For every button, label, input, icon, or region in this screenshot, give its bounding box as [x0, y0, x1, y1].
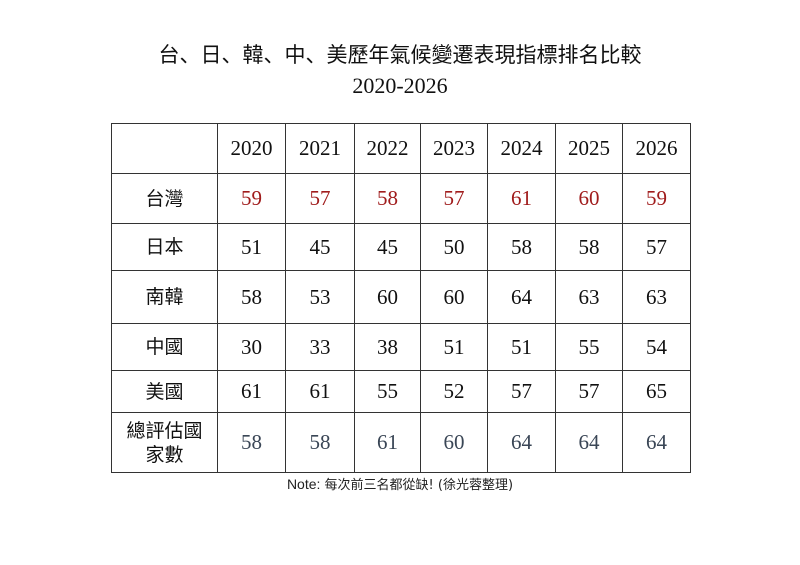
rank-cell: 51: [420, 323, 488, 371]
rank-cell: 60: [354, 270, 421, 324]
count-cell: 60: [420, 412, 488, 473]
rank-cell: 51: [217, 223, 286, 271]
table-row-japan: 日本 51 45 45 50 58 58 57: [111, 223, 691, 271]
rank-cell: 57: [487, 370, 556, 413]
count-cell: 64: [555, 412, 623, 473]
rank-cell: 30: [217, 323, 286, 371]
rank-cell: 64: [487, 270, 556, 324]
row-label: 中國: [111, 323, 218, 371]
ranking-table: 2020 2021 2022 2023 2024 2025 2026 台灣 59…: [111, 123, 691, 473]
row-label: 南韓: [111, 270, 218, 324]
document-subtitle: 2020-2026: [352, 73, 448, 98]
rank-cell: 60: [555, 173, 623, 224]
rank-cell: 61: [285, 370, 355, 413]
footnote: Note: 每次前三名都從缺! (徐光蓉整理): [0, 474, 800, 493]
rank-cell: 51: [487, 323, 556, 371]
table-row-south-korea: 南韓 58 53 60 60 64 63 63: [111, 270, 691, 324]
rank-cell: 61: [487, 173, 556, 224]
rank-cell: 59: [622, 173, 691, 224]
count-cell: 64: [622, 412, 691, 473]
rank-cell: 60: [420, 270, 488, 324]
rank-cell: 57: [555, 370, 623, 413]
rank-cell: 38: [354, 323, 421, 371]
header-row: 2020 2021 2022 2023 2024 2025 2026: [111, 123, 691, 174]
rank-cell: 55: [555, 323, 623, 371]
rank-cell: 61: [217, 370, 286, 413]
rank-cell: 52: [420, 370, 488, 413]
rank-cell: 50: [420, 223, 488, 271]
year-header: 2020: [217, 123, 286, 174]
year-header: 2022: [354, 123, 421, 174]
rank-cell: 58: [217, 270, 286, 324]
row-label-line-2: 家數: [145, 443, 184, 466]
row-label-line-1: 總評估國: [126, 419, 203, 442]
rank-cell: 45: [354, 223, 421, 271]
footnote-prefix: Note:: [286, 476, 321, 492]
rank-cell: 58: [487, 223, 556, 271]
rank-cell: 45: [285, 223, 355, 271]
rank-cell: 33: [285, 323, 355, 371]
year-header: 2023: [420, 123, 488, 174]
year-header: 2021: [285, 123, 355, 174]
count-cell: 58: [285, 412, 355, 473]
rank-cell: 63: [622, 270, 691, 324]
row-label: 美國: [111, 370, 218, 413]
document-title: 台、日、韓、中、美歷年氣候變遷表現指標排名比較: [158, 43, 642, 67]
count-cell: 64: [487, 412, 556, 473]
rank-cell: 63: [555, 270, 623, 324]
rank-cell: 55: [354, 370, 421, 413]
footnote-text: 每次前三名都從缺! (徐光蓉整理): [324, 478, 514, 493]
row-label: 日本: [111, 223, 218, 271]
rank-cell: 59: [217, 173, 286, 224]
count-cell: 58: [217, 412, 286, 473]
rank-cell: 57: [420, 173, 488, 224]
rank-cell: 58: [555, 223, 623, 271]
rank-cell: 65: [622, 370, 691, 413]
rank-cell: 57: [285, 173, 355, 224]
rank-cell: 54: [622, 323, 691, 371]
table-row-usa: 美國 61 61 55 52 57 57 65: [111, 370, 691, 413]
count-cell: 61: [354, 412, 421, 473]
rank-cell: 53: [285, 270, 355, 324]
rank-cell: 58: [354, 173, 421, 224]
row-label: 台灣: [111, 173, 218, 224]
rank-cell: 57: [622, 223, 691, 271]
row-label: 總評估國 家數: [111, 412, 218, 473]
table-row-china: 中國 30 33 38 51 51 55 54: [111, 323, 691, 371]
table-row-total-countries: 總評估國 家數 58 58 61 60 64 64 64: [111, 412, 691, 473]
year-header: 2024: [487, 123, 556, 174]
year-header: 2026: [622, 123, 691, 174]
corner-cell: [111, 123, 218, 174]
table-row-taiwan: 台灣 59 57 58 57 61 60 59: [111, 173, 691, 224]
year-header: 2025: [555, 123, 623, 174]
